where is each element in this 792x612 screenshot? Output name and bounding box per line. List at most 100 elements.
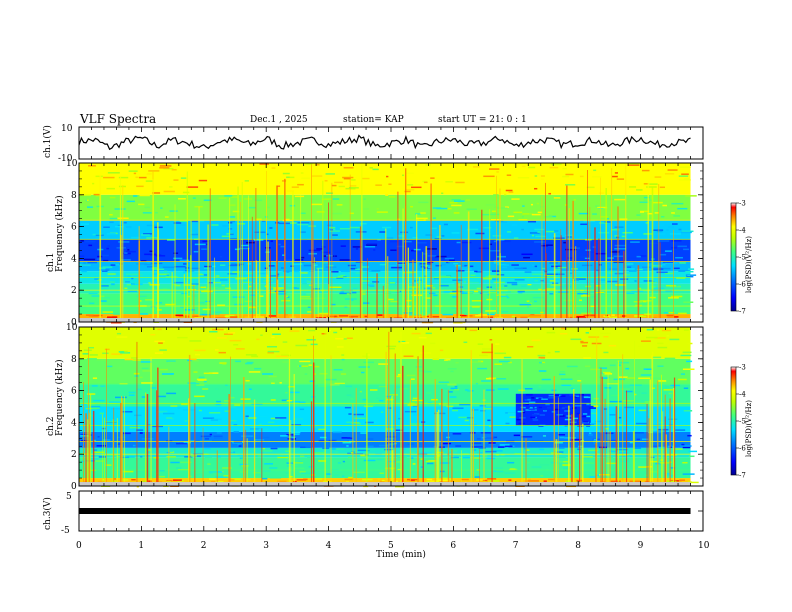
psd-speckle (405, 188, 415, 191)
psd-speckle (363, 198, 366, 200)
psd-speckle (518, 291, 523, 294)
psd-speckle (479, 292, 483, 294)
psd-speckle (589, 476, 597, 478)
psd-speckle (328, 264, 334, 267)
psd-speckle (641, 438, 649, 441)
psd-speckle (106, 316, 118, 318)
psd-speckle (147, 449, 151, 451)
psd-speckle (292, 480, 297, 483)
psd-speckle (362, 293, 366, 295)
psd-speckle (95, 175, 103, 178)
psd-speckle (183, 309, 196, 311)
psd-speckle (342, 460, 346, 463)
psd-speckle (495, 343, 500, 345)
psd-speckle (480, 452, 483, 454)
psd-speckle (562, 467, 570, 469)
psd-speckle (121, 350, 128, 353)
psd-speckle (609, 400, 622, 403)
psd-speckle (570, 387, 574, 390)
psd-speckle (163, 190, 175, 193)
psd-speckle (504, 472, 516, 474)
psd-speckle (118, 241, 130, 243)
psd-speckle (343, 276, 347, 278)
psd-speckle (567, 257, 573, 259)
psd-speckle (633, 432, 644, 434)
psd-speckle (523, 403, 530, 406)
psd-speckle (576, 374, 581, 376)
psd-speckle (681, 173, 689, 175)
psd-speckle (439, 263, 446, 266)
psd-speckle (678, 228, 682, 231)
psd-speckle (376, 211, 388, 213)
psd-speckle (133, 195, 138, 197)
psd-speckle (172, 479, 182, 481)
psd-speckle (562, 175, 570, 178)
psd-speckle (589, 412, 598, 415)
psd-speckle (668, 226, 674, 228)
psd-speckle (505, 189, 513, 192)
psd-speckle (344, 306, 348, 308)
psd-speckle (545, 468, 549, 471)
psd-speckle (196, 460, 205, 462)
psd-speckle (634, 315, 647, 318)
psd-speckle (150, 387, 157, 389)
psd-speckle (442, 404, 449, 406)
psd-speckle (349, 315, 359, 318)
psd-speckle (312, 288, 321, 290)
psd-speckle (270, 275, 279, 277)
psd-speckle (574, 420, 577, 422)
psd-speckle (222, 467, 232, 469)
psd-speckle (451, 204, 462, 207)
psd-speckle (633, 447, 642, 449)
psd-speckle (570, 338, 582, 341)
psd-speckle (395, 471, 399, 474)
psd-speckle (604, 427, 609, 430)
psd-speckle (170, 373, 175, 375)
time-tick-label: 1 (138, 541, 144, 551)
psd-speckle (494, 363, 502, 365)
psd-speckle (551, 265, 562, 268)
psd-speckle (144, 253, 157, 256)
psd-speckle (257, 455, 264, 457)
psd-speckle (497, 446, 505, 448)
psd-speckle (269, 467, 278, 469)
psd-speckle (248, 206, 256, 209)
psd-speckle (485, 385, 498, 388)
psd-speckle (123, 476, 129, 478)
psd-speckle (611, 228, 620, 231)
psd-speckle (187, 288, 196, 291)
psd-speckle (287, 438, 296, 440)
psd-speckle (290, 265, 294, 267)
psd-speckle (654, 176, 662, 178)
psd-speckle (221, 235, 230, 238)
psd-speckle (148, 170, 160, 172)
psd-speckle (219, 255, 223, 258)
psd-speckle (507, 281, 518, 284)
psd-speckle (539, 448, 545, 451)
psd-speckle (340, 274, 346, 277)
psd-speckle (627, 263, 634, 265)
psd-speckle (346, 445, 349, 447)
psd-speckle (652, 265, 663, 267)
psd-speckle (683, 410, 693, 412)
psd-speckle (300, 472, 307, 474)
psd-speckle (111, 283, 115, 286)
psd-speckle (241, 244, 249, 247)
ch1-spectrogram-ylabel-1: ch.1 (46, 253, 56, 272)
psd-speckle (334, 181, 343, 184)
psd-speckle (400, 231, 409, 234)
psd-speckle (386, 283, 396, 286)
psd-speckle (351, 179, 356, 181)
psd-speckle (502, 240, 511, 242)
psd-speckle (689, 455, 695, 458)
psd-speckle (556, 413, 563, 416)
psd-speckle (447, 368, 457, 370)
psd-speckle (529, 232, 540, 234)
psd-speckle (156, 451, 162, 454)
psd-speckle (679, 166, 691, 168)
psd-speckle (624, 406, 635, 409)
psd-speckle (454, 385, 458, 388)
psd-speckle (307, 455, 311, 458)
psd-speckle (142, 212, 152, 214)
